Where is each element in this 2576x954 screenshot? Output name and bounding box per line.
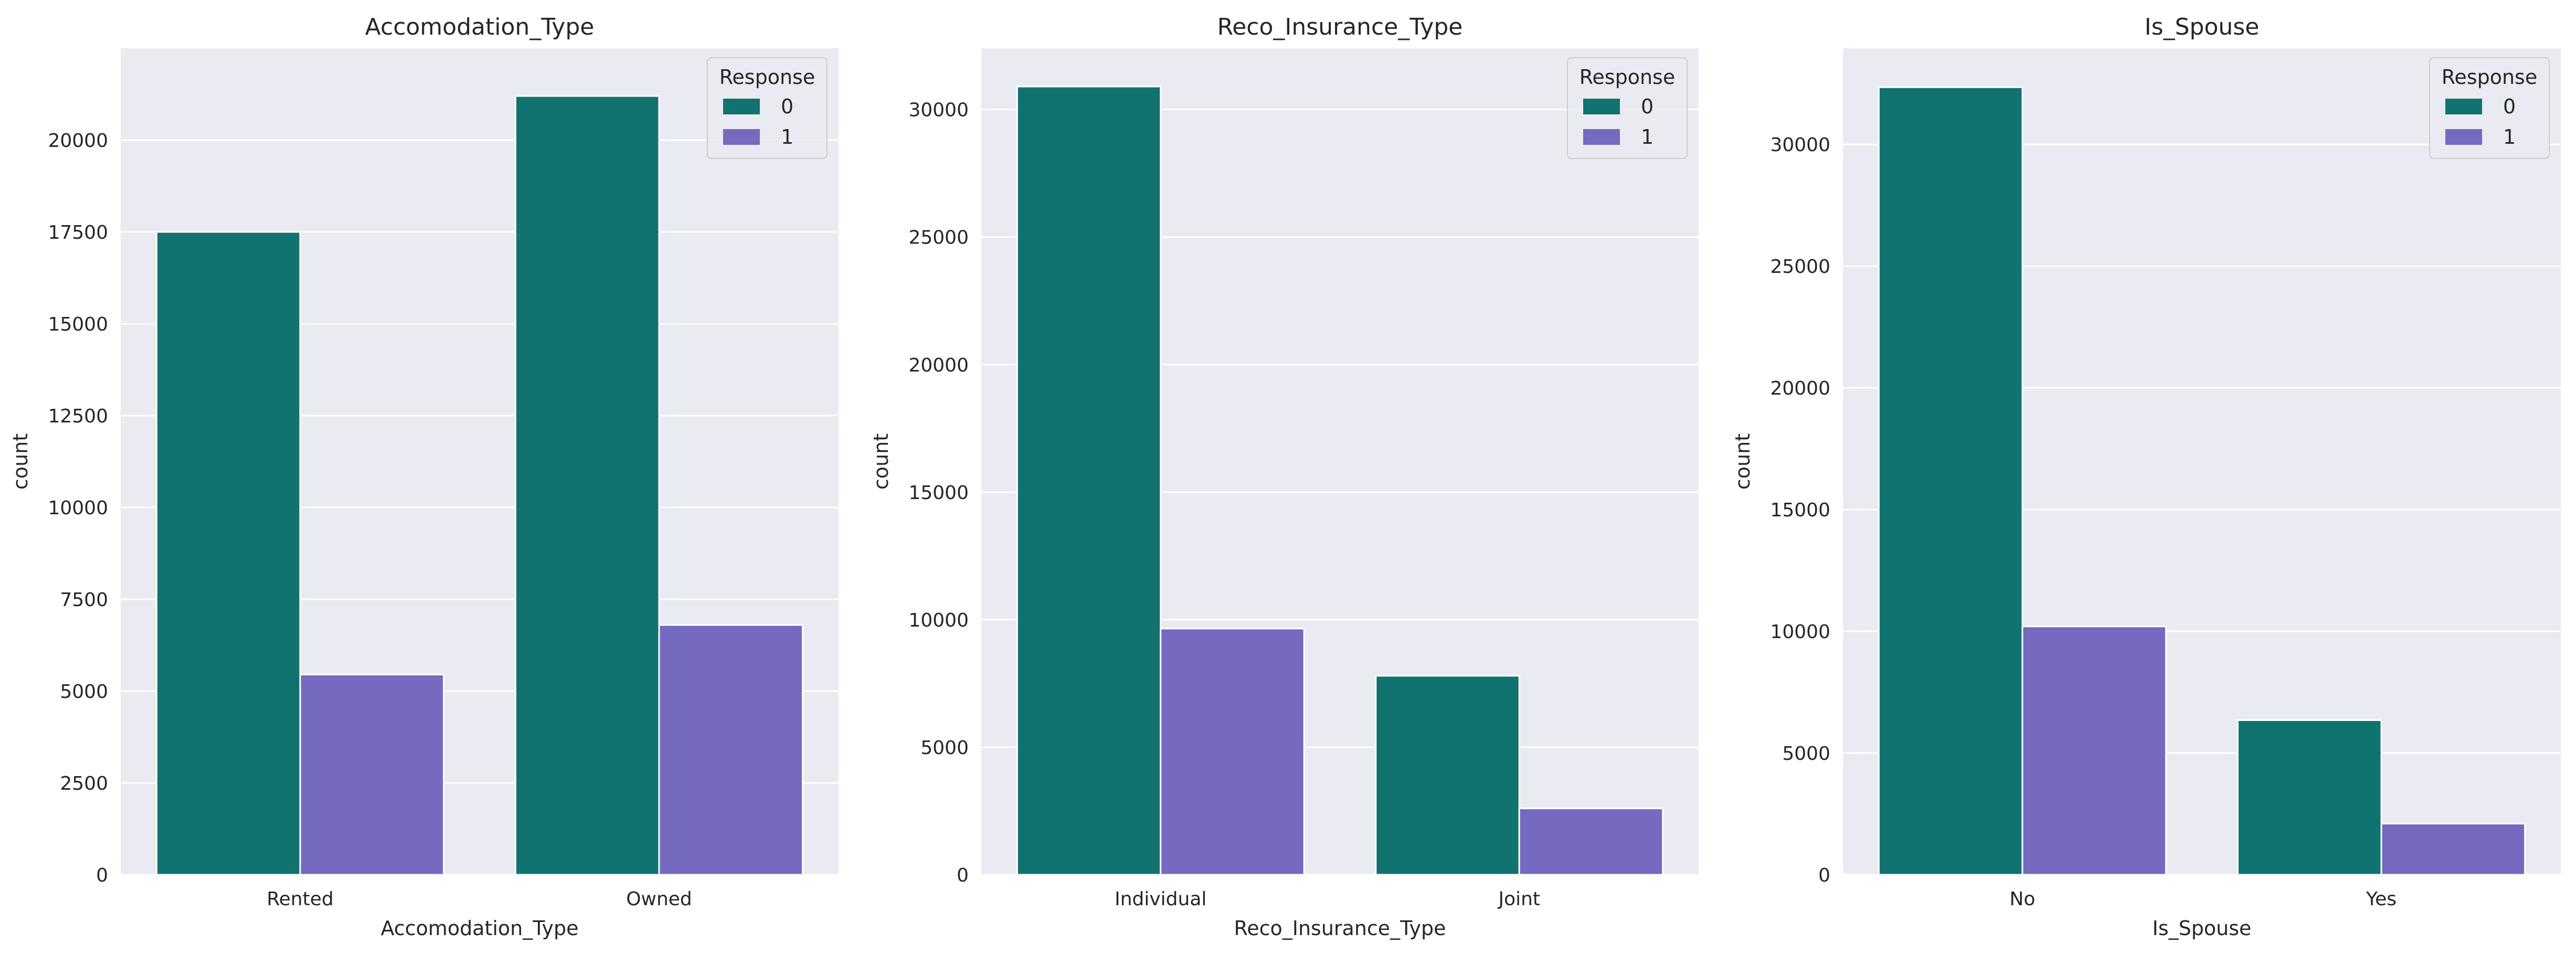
y-tick-label: 7500 — [60, 589, 108, 611]
bar-yes-response-0 — [2236, 719, 2382, 876]
legend-swatch-1 — [2445, 129, 2482, 145]
x-tick-label: Owned — [626, 888, 692, 910]
x-axis-label: Reco_Insurance_Type — [1234, 917, 1446, 940]
bar-rented-response-0 — [155, 231, 301, 876]
bar-individual-response-1 — [1160, 628, 1305, 876]
bar-owned-response-1 — [658, 624, 804, 876]
y-tick-label: 2500 — [60, 773, 108, 794]
legend-swatch-0 — [723, 99, 760, 114]
y-tick-label: 0 — [1818, 865, 1830, 886]
y-tick-label: 20000 — [1770, 378, 1830, 399]
y-axis-label: count — [870, 433, 893, 490]
y-tick-label: 10000 — [908, 610, 969, 631]
legend-label: 1 — [2503, 125, 2516, 149]
y-tick-label: 10000 — [1770, 621, 1830, 643]
bar-yes-response-1 — [2380, 823, 2526, 876]
legend-swatch-1 — [1583, 129, 1620, 145]
y-tick-label: 30000 — [1770, 134, 1830, 156]
y-tick-label: 0 — [96, 865, 108, 886]
y-tick-label: 25000 — [908, 227, 969, 249]
legend-label: 0 — [2503, 95, 2516, 118]
bar-no-response-1 — [2021, 626, 2167, 876]
legend: Response 0 1 — [2429, 57, 2550, 159]
x-tick-label: Rented — [267, 888, 333, 910]
y-tick-label: 5000 — [1782, 743, 1830, 765]
bar-no-response-0 — [1878, 86, 2023, 876]
x-tick-label: No — [2010, 888, 2036, 910]
x-tick-label: Joint — [1497, 888, 1540, 910]
legend-title: Response — [719, 66, 815, 89]
x-tick-label: Yes — [2366, 888, 2397, 910]
legend-title: Response — [2442, 66, 2538, 89]
legend-label: 0 — [1641, 95, 1653, 118]
bar-rented-response-1 — [299, 674, 445, 876]
legend: Response 0 1 — [1567, 57, 1688, 159]
y-tick-label: 5000 — [60, 681, 108, 703]
chart-panel: 0 5000 10000 15000 20000 25000 30000 No Yes Is_Sp… — [1731, 14, 2561, 940]
bar-individual-response-0 — [1016, 86, 1162, 876]
y-tick-label: 25000 — [1770, 256, 1830, 278]
y-tick-label: 30000 — [908, 100, 969, 121]
y-tick-label: 15000 — [1770, 500, 1830, 521]
legend-label: 1 — [781, 125, 793, 149]
legend-swatch-0 — [2445, 99, 2482, 114]
bar-owned-response-0 — [514, 95, 660, 876]
bar-joint-response-0 — [1375, 675, 1520, 876]
legend-swatch-1 — [723, 129, 760, 145]
x-tick-label: Individual — [1115, 888, 1206, 910]
y-axis-label: count — [1731, 433, 1754, 490]
y-tick-label: 15000 — [908, 482, 969, 504]
y-tick-label: 10000 — [48, 497, 108, 519]
legend: Response 0 1 — [707, 57, 828, 159]
chart-title: Accomodation_Type — [365, 14, 595, 40]
bar-joint-response-1 — [1518, 808, 1664, 876]
chart-title: Is_Spouse — [2145, 14, 2260, 40]
chart-panel: 0 2500 5000 7500 10000 12500 15000 17500 20000 Re… — [9, 14, 839, 940]
x-axis-label: Accomodation_Type — [380, 917, 578, 940]
y-tick-label: 17500 — [48, 222, 108, 243]
y-tick-label: 20000 — [908, 355, 969, 376]
legend-swatch-0 — [1583, 99, 1620, 114]
y-tick-label: 0 — [957, 865, 969, 886]
chart-title: Reco_Insurance_Type — [1217, 14, 1463, 40]
y-tick-label: 20000 — [48, 130, 108, 152]
legend-label: 1 — [1641, 125, 1653, 149]
x-axis-label: Is_Spouse — [2153, 917, 2252, 940]
y-axis-label: count — [9, 433, 32, 490]
y-tick-label: 5000 — [920, 737, 969, 759]
y-tick-label: 12500 — [48, 406, 108, 427]
chart-panel: 0 5000 10000 15000 20000 25000 30000 Individual… — [870, 14, 1699, 940]
legend-label: 0 — [781, 95, 793, 118]
y-tick-label: 15000 — [48, 314, 108, 335]
legend-title: Response — [1579, 66, 1676, 89]
